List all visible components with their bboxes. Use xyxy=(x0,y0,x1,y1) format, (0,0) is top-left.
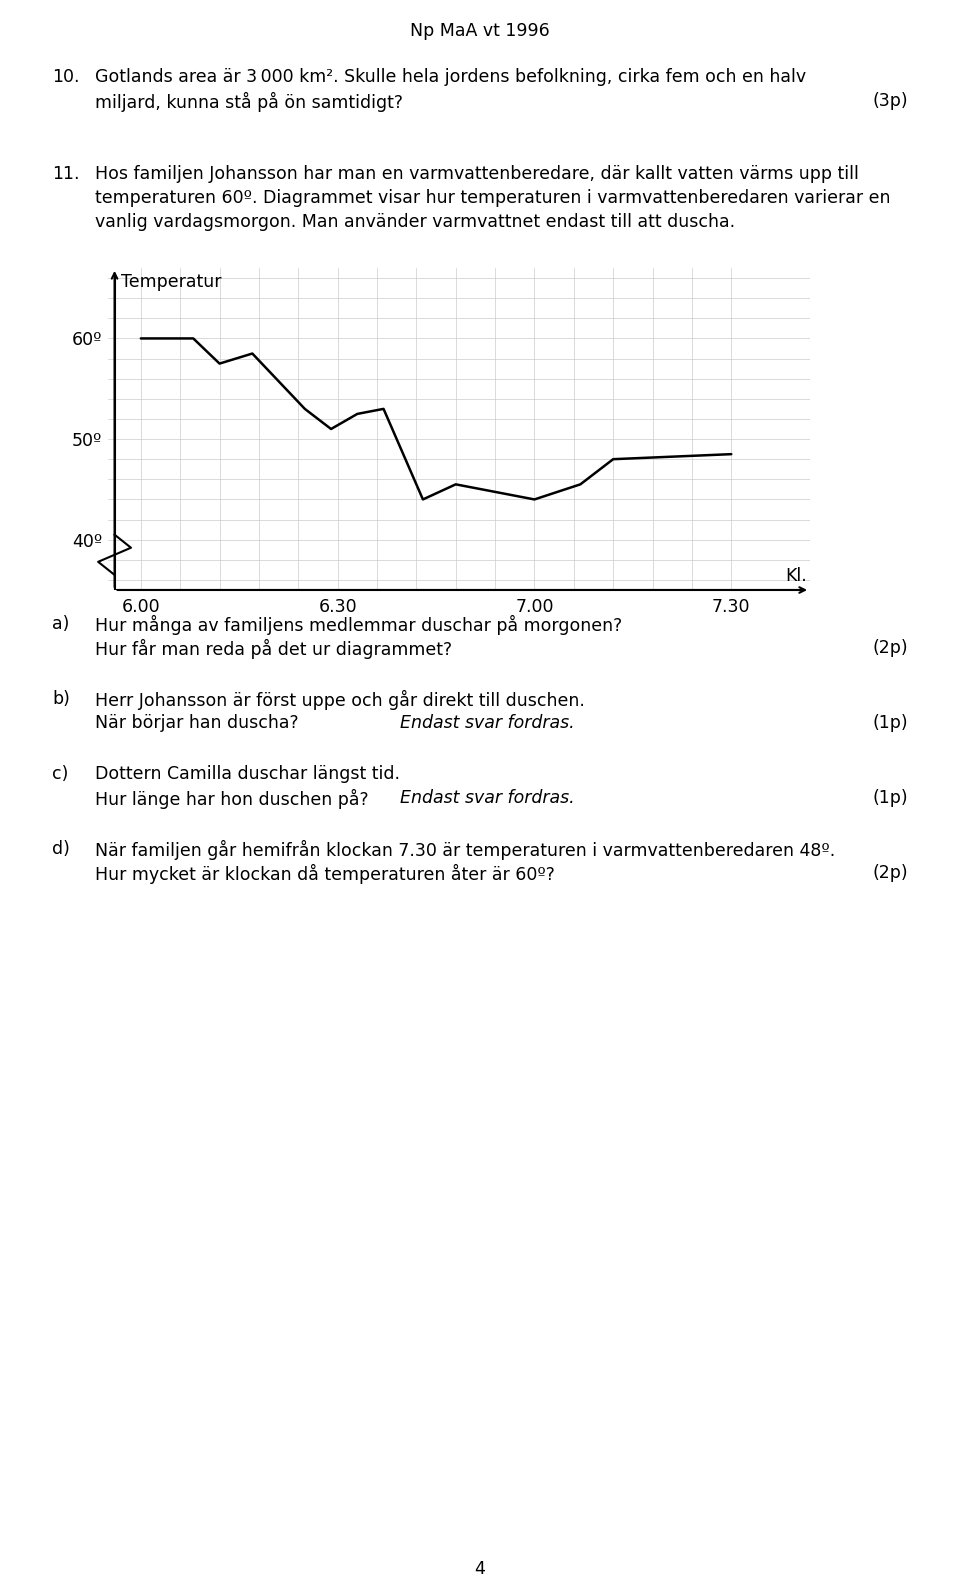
Text: Hur får man reda på det ur diagrammet?: Hur får man reda på det ur diagrammet? xyxy=(95,639,452,660)
Text: Hos familjen Johansson har man en varmvattenberedare, där kallt vatten värms upp: Hos familjen Johansson har man en varmva… xyxy=(95,166,859,183)
Text: (1p): (1p) xyxy=(873,789,908,808)
Text: Herr Johansson är först uppe och går direkt till duschen.: Herr Johansson är först uppe och går dir… xyxy=(95,690,585,710)
Text: 10.: 10. xyxy=(52,68,80,86)
Text: d): d) xyxy=(52,840,70,859)
Text: a): a) xyxy=(52,615,69,632)
Text: Dottern Camilla duschar längst tid.: Dottern Camilla duschar längst tid. xyxy=(95,765,400,784)
Text: c): c) xyxy=(52,765,68,784)
Text: Hur mycket är klockan då temperaturen åter är 60º?: Hur mycket är klockan då temperaturen åt… xyxy=(95,863,555,884)
Text: miljard, kunna stå på ön samtidigt?: miljard, kunna stå på ön samtidigt? xyxy=(95,92,403,112)
Text: Kl.: Kl. xyxy=(785,567,806,585)
Text: (2p): (2p) xyxy=(873,639,908,656)
Text: (3p): (3p) xyxy=(873,92,908,110)
Text: vanlig vardagsmorgon. Man använder varmvattnet endast till att duscha.: vanlig vardagsmorgon. Man använder varmv… xyxy=(95,213,735,231)
Text: Hur länge har hon duschen på?: Hur länge har hon duschen på? xyxy=(95,789,369,809)
Text: (1p): (1p) xyxy=(873,714,908,733)
Text: Np MaA vt 1996: Np MaA vt 1996 xyxy=(410,22,550,40)
Text: Endast svar fordras.: Endast svar fordras. xyxy=(400,789,575,808)
Text: När familjen går hemifrån klockan 7.30 är temperaturen i varmvattenberedaren 48º: När familjen går hemifrån klockan 7.30 ä… xyxy=(95,840,835,860)
Text: Gotlands area är 3 000 km². Skulle hela jordens befolkning, cirka fem och en hal: Gotlands area är 3 000 km². Skulle hela … xyxy=(95,68,806,86)
Text: temperaturen 60º. Diagrammet visar hur temperaturen i varmvattenberedaren varier: temperaturen 60º. Diagrammet visar hur t… xyxy=(95,190,891,207)
Text: Hur många av familjens medlemmar duschar på morgonen?: Hur många av familjens medlemmar duschar… xyxy=(95,615,622,636)
Text: b): b) xyxy=(52,690,70,707)
Text: Endast svar fordras.: Endast svar fordras. xyxy=(400,714,575,733)
Text: (2p): (2p) xyxy=(873,863,908,883)
Text: När börjar han duscha?: När börjar han duscha? xyxy=(95,714,299,733)
Text: 4: 4 xyxy=(474,1560,486,1579)
Text: 11.: 11. xyxy=(52,166,80,183)
Text: Temperatur: Temperatur xyxy=(121,272,222,292)
